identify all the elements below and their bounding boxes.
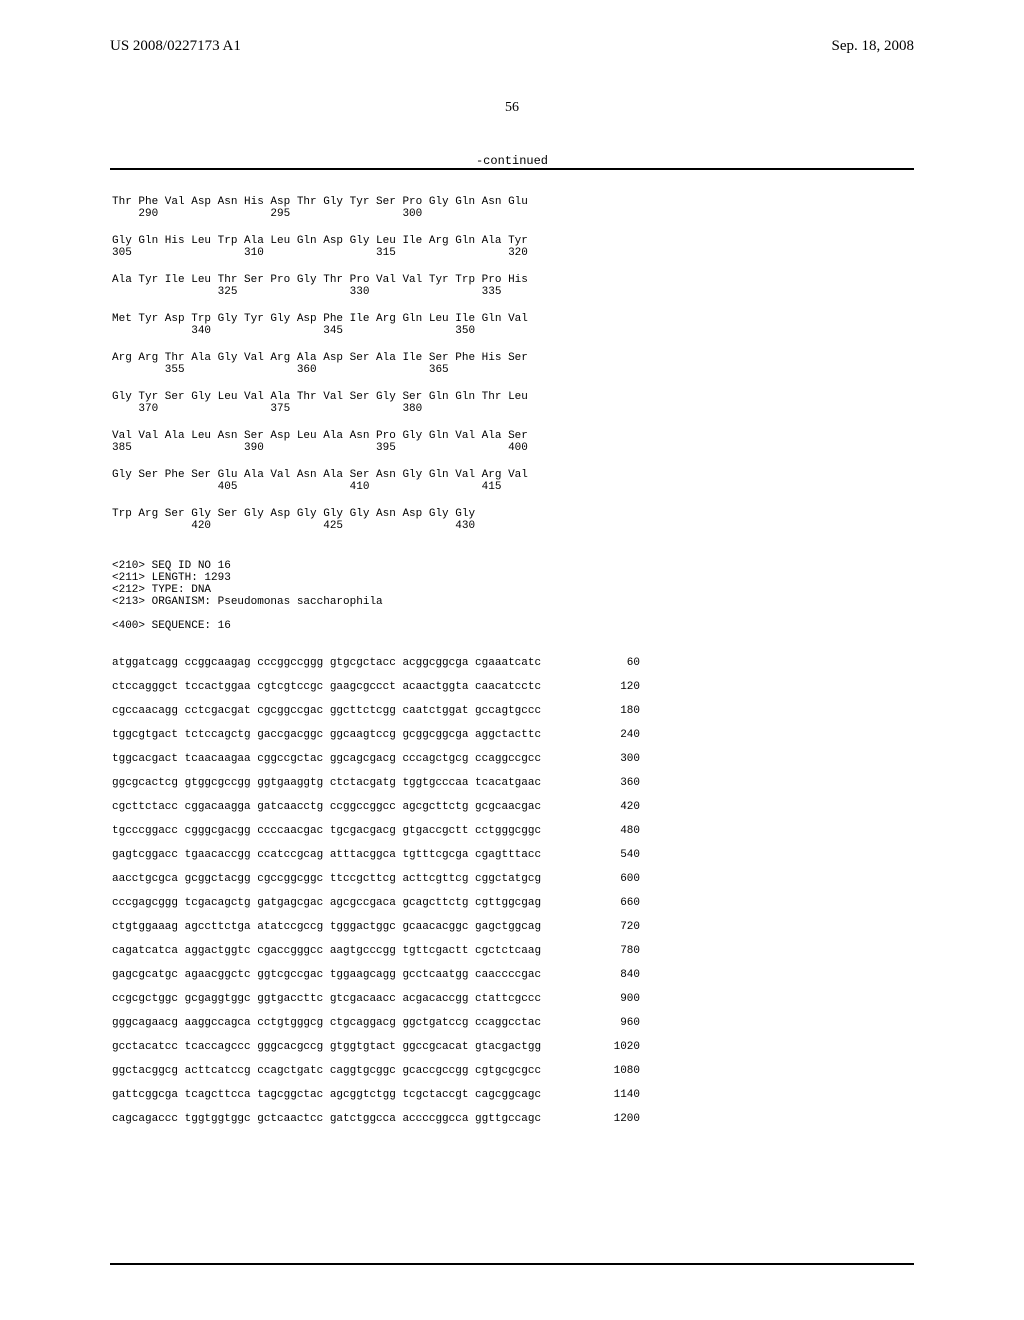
dna-sequence-text: ccgcgctggc gcgaggtggc ggtgaccttc gtcgaca… [112,994,602,1005]
dna-sequence-text: cgcttctacc cggacaagga gatcaacctg ccggccg… [112,802,602,813]
dna-row: gggcagaacg aaggccagca cctgtgggcg ctgcagg… [112,1018,640,1029]
dna-sequence-text: ggcgcactcg gtggcgccgg ggtgaaggtg ctctacg… [112,778,602,789]
dna-position: 120 [602,682,640,693]
dna-row: tgcccggacc cgggcgacgg ccccaacgac tgcgacg… [112,826,640,837]
dna-row: ggcgcactcg gtggcgccgg ggtgaaggtg ctctacg… [112,778,640,789]
dna-position: 300 [602,754,640,765]
protein-aa-row: Arg Arg Thr Ala Gly Val Arg Ala Asp Ser … [112,353,640,364]
meta-line: <212> TYPE: DNA [112,585,640,596]
dna-sequence-text: tggcgtgact tctccagctg gaccgacggc ggcaagt… [112,730,602,741]
dna-position: 900 [602,994,640,1005]
dna-sequence-text: cccgagcggg tcgacagctg gatgagcgac agcgccg… [112,898,602,909]
dna-position: 240 [602,730,640,741]
dna-sequence-text: tggcacgact tcaacaagaa cggccgctac ggcagcg… [112,754,602,765]
dna-position: 60 [602,658,640,669]
continued-label: -continued [0,154,1024,168]
dna-row: cagcagaccc tggtggtggc gctcaactcc gatctgg… [112,1114,640,1125]
protein-position-row: 340 345 350 [112,326,640,337]
meta-line [112,609,640,620]
dna-row: ctgtggaaag agccttctga atatccgccg tgggact… [112,922,640,933]
protein-position-row: 420 425 430 [112,521,640,532]
dna-row: cccgagcggg tcgacagctg gatgagcgac agcgccg… [112,898,640,909]
protein-position-row: 305 310 315 320 [112,248,640,259]
dna-row: atggatcagg ccggcaagag cccggccggg gtgcgct… [112,658,640,669]
protein-position-row: 385 390 395 400 [112,443,640,454]
dna-sequence-text: ctccagggct tccactggaa cgtcgtccgc gaagcgc… [112,682,602,693]
dna-sequence-text: gcctacatcc tcaccagccc gggcacgccg gtggtgt… [112,1042,602,1053]
protein-position-row: 325 330 335 [112,287,640,298]
dna-sequence-text: ctgtggaaag agccttctga atatccgccg tgggact… [112,922,602,933]
dna-position: 360 [602,778,640,789]
dna-row: ggctacggcg acttcatccg ccagctgatc caggtgc… [112,1066,640,1077]
protein-aa-row: Gly Ser Phe Ser Glu Ala Val Asn Ala Ser … [112,470,640,481]
dna-row: gcctacatcc tcaccagccc gggcacgccg gtggtgt… [112,1042,640,1053]
dna-row: aacctgcgca gcggctacgg cgccggcggc ttccgct… [112,874,640,885]
dna-position: 1140 [602,1090,640,1101]
dna-row: cgccaacagg cctcgacgat cgcggccgac ggcttct… [112,706,640,717]
dna-row: cagatcatca aggactggtc cgaccgggcc aagtgcc… [112,946,640,957]
dna-position: 600 [602,874,640,885]
dna-sequence-text: gagcgcatgc agaacggctc ggtcgccgac tggaagc… [112,970,602,981]
dna-position: 540 [602,850,640,861]
dna-position: 480 [602,826,640,837]
dna-row: tggcacgact tcaacaagaa cggccgctac ggcagcg… [112,754,640,765]
publication-date: Sep. 18, 2008 [832,38,915,55]
page-number: 56 [0,100,1024,116]
dna-position: 420 [602,802,640,813]
protein-aa-row: Met Tyr Asp Trp Gly Tyr Gly Asp Phe Ile … [112,314,640,325]
protein-position-row: 355 360 365 [112,365,640,376]
dna-position: 1200 [602,1114,640,1125]
protein-aa-row: Gly Gln His Leu Trp Ala Leu Gln Asp Gly … [112,236,640,247]
dna-row: gagcgcatgc agaacggctc ggtcgccgac tggaagc… [112,970,640,981]
protein-position-row: 290 295 300 [112,209,640,220]
dna-row: ccgcgctggc gcgaggtggc ggtgaccttc gtcgaca… [112,994,640,1005]
meta-line: <400> SEQUENCE: 16 [112,621,640,632]
dna-sequence-text: gagtcggacc tgaacaccgg ccatccgcag atttacg… [112,850,602,861]
dna-sequence-text: tgcccggacc cgggcgacgg ccccaacgac tgcgacg… [112,826,602,837]
protein-aa-row: Ala Tyr Ile Leu Thr Ser Pro Gly Thr Pro … [112,275,640,286]
dna-position: 660 [602,898,640,909]
dna-sequence-text: cagcagaccc tggtggtggc gctcaactcc gatctgg… [112,1114,602,1125]
dna-sequence-text: ggctacggcg acttcatccg ccagctgatc caggtgc… [112,1066,602,1077]
meta-line: <211> LENGTH: 1293 [112,573,640,584]
dna-row: cgcttctacc cggacaagga gatcaacctg ccggccg… [112,802,640,813]
horizontal-rule-bottom [110,1263,914,1265]
dna-position: 1020 [602,1042,640,1053]
dna-position: 840 [602,970,640,981]
dna-row: gagtcggacc tgaacaccgg ccatccgcag atttacg… [112,850,640,861]
protein-aa-row: Thr Phe Val Asp Asn His Asp Thr Gly Tyr … [112,197,640,208]
dna-sequence-text: gattcggcga tcagcttcca tagcggctac agcggtc… [112,1090,602,1101]
dna-row: tggcgtgact tctccagctg gaccgacggc ggcaagt… [112,730,640,741]
meta-line: <213> ORGANISM: Pseudomonas saccharophil… [112,597,640,608]
dna-sequence-text: gggcagaacg aaggccagca cctgtgggcg ctgcagg… [112,1018,602,1029]
page-header: US 2008/0227173 A1 Sep. 18, 2008 [0,38,1024,55]
protein-position-row: 405 410 415 [112,482,640,493]
dna-sequence-text: aacctgcgca gcggctacgg cgccggcggc ttccgct… [112,874,602,885]
dna-row: gattcggcga tcagcttcca tagcggctac agcggtc… [112,1090,640,1101]
protein-aa-row: Gly Tyr Ser Gly Leu Val Ala Thr Val Ser … [112,392,640,403]
dna-sequence-text: cagatcatca aggactggtc cgaccgggcc aagtgcc… [112,946,602,957]
meta-line: <210> SEQ ID NO 16 [112,561,640,572]
dna-position: 960 [602,1018,640,1029]
publication-number: US 2008/0227173 A1 [110,38,241,55]
dna-position: 780 [602,946,640,957]
dna-position: 1080 [602,1066,640,1077]
dna-sequence-text: cgccaacagg cctcgacgat cgcggccgac ggcttct… [112,706,602,717]
dna-position: 180 [602,706,640,717]
dna-sequence-text: atggatcagg ccggcaagag cccggccggg gtgcgct… [112,658,602,669]
dna-position: 720 [602,922,640,933]
protein-aa-row: Val Val Ala Leu Asn Ser Asp Leu Ala Asn … [112,431,640,442]
dna-row: ctccagggct tccactggaa cgtcgtccgc gaagcgc… [112,682,640,693]
protein-position-row: 370 375 380 [112,404,640,415]
sequence-listing: Thr Phe Val Asp Asn His Asp Thr Gly Tyr … [112,186,640,1149]
protein-aa-row: Trp Arg Ser Gly Ser Gly Asp Gly Gly Gly … [112,509,640,520]
horizontal-rule-top [110,168,914,170]
